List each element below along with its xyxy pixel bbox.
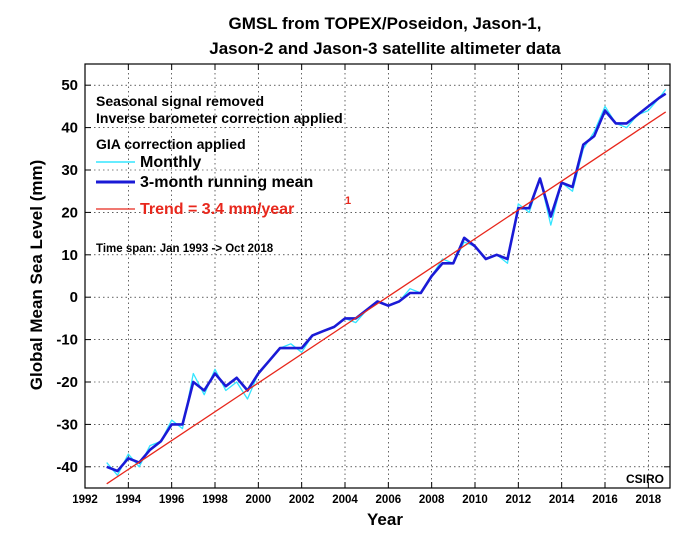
series-layer	[106, 89, 667, 485]
credit-label: CSIRO	[626, 472, 664, 486]
x-tick-label: 2004	[332, 494, 358, 506]
x-tick-label: 2006	[376, 494, 402, 506]
x-tick-label: 2018	[636, 494, 662, 506]
x-tick-label: 2002	[289, 494, 315, 506]
legend-trend-label: Trend = 3.4 mm/year	[140, 201, 294, 218]
trend-line	[106, 111, 667, 485]
time-span-label: Time span: Jan 1993 -> Oct 2018	[96, 243, 274, 255]
plot-frame	[84, 63, 671, 489]
legend: Monthly 3-month running mean Trend = 3.4…	[96, 154, 351, 218]
y-tick-label: -10	[56, 332, 78, 349]
chart-title-line-2: Jason-2 and Jason-3 satellite altimeter …	[209, 39, 561, 58]
chart-title-line-1: GMSL from TOPEX/Poseidon, Jason-1,	[229, 14, 542, 33]
note-gia: GIA correction applied	[96, 136, 246, 152]
note-seasonal: Seasonal signal removed	[96, 93, 264, 109]
x-tick-label: 2008	[419, 494, 445, 506]
y-tick-label: 0	[70, 289, 78, 306]
y-tick-label: 10	[61, 247, 78, 264]
y-tick-label: 40	[61, 120, 78, 137]
y-tick-label: -40	[56, 459, 78, 476]
x-tick-label: 1996	[159, 494, 185, 506]
y-tick-label: -30	[56, 416, 78, 433]
x-tick-label: 1992	[72, 494, 98, 506]
y-tick-label: 30	[61, 162, 78, 179]
legend-trend-superscript: 1	[345, 195, 351, 207]
legend-running-mean-label: 3-month running mean	[140, 174, 313, 191]
y-tick-label: 50	[61, 77, 78, 94]
y-axis-title: Global Mean Sea Level (mm)	[27, 160, 46, 391]
x-tick-label: 2012	[506, 494, 532, 506]
running-mean-series-line	[106, 92, 667, 473]
x-tick-label: 2010	[462, 494, 488, 506]
x-tick-label: 1994	[116, 494, 142, 506]
x-tick-label: 2016	[592, 494, 618, 506]
x-tick-label: 2014	[549, 494, 575, 506]
legend-monthly-label: Monthly	[140, 154, 201, 171]
x-tick-label: 1998	[202, 494, 228, 506]
x-axis-title: Year	[367, 510, 403, 529]
plot-area	[85, 64, 670, 488]
y-tick-label: -20	[56, 374, 78, 391]
y-tick-label: 20	[61, 204, 78, 221]
note-inverse-barometer: Inverse barometer correction applied	[96, 110, 343, 126]
x-tick-label: 2000	[246, 494, 272, 506]
axes: -40 -30 -20 -10 0 10 20 30 40 50 1992 1994 1996 1998 2…	[56, 64, 670, 506]
